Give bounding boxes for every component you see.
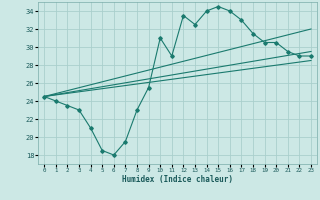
X-axis label: Humidex (Indice chaleur): Humidex (Indice chaleur) bbox=[122, 175, 233, 184]
